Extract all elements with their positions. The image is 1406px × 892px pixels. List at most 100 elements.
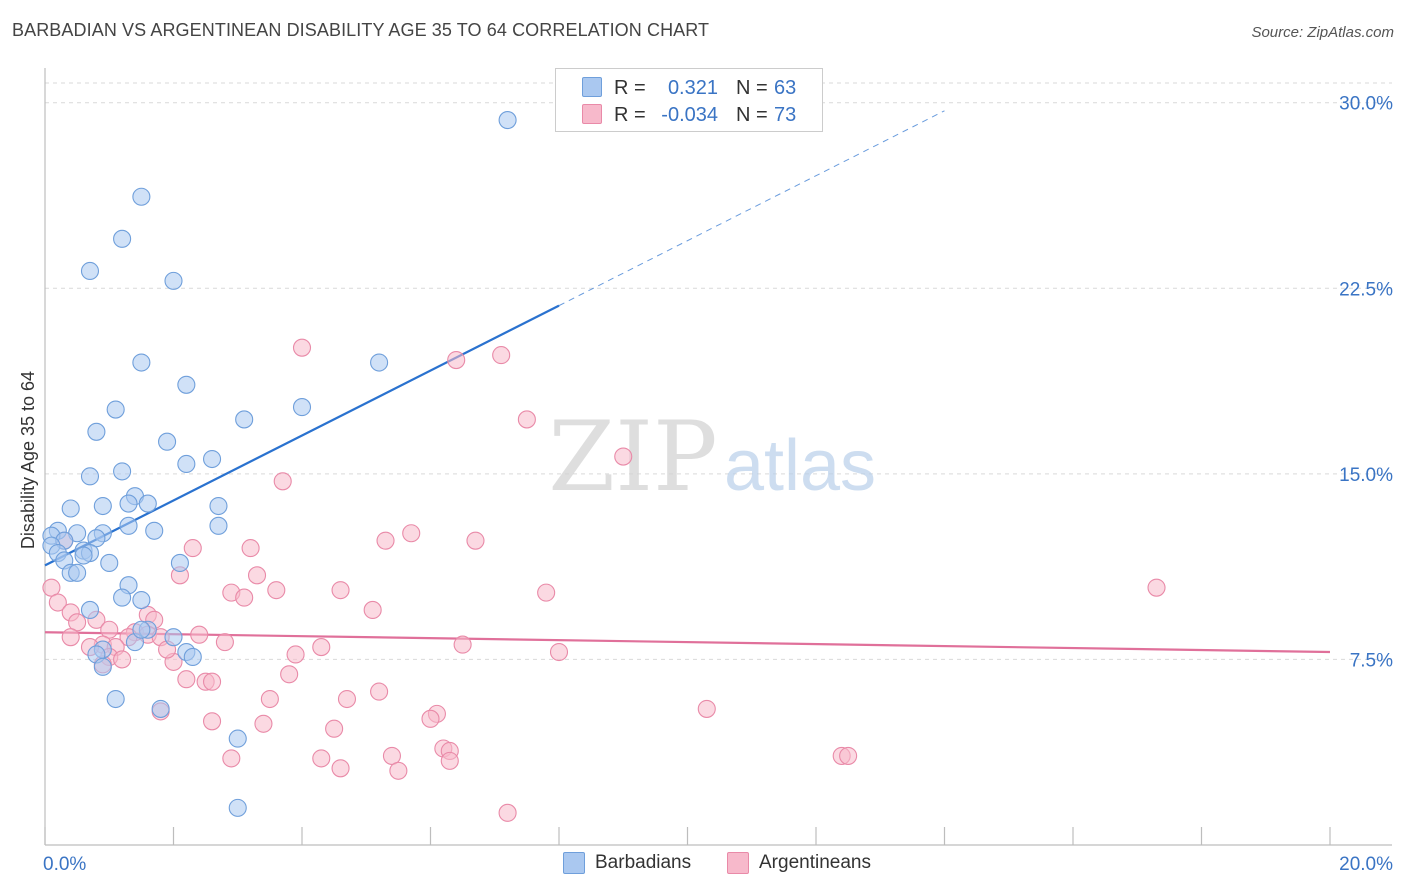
barbadian-point — [498, 111, 517, 130]
argentinean-point — [280, 665, 299, 684]
argentinean-point — [312, 638, 331, 657]
argentinean-point — [203, 672, 222, 691]
barbadian-point — [209, 516, 228, 535]
argentinean-point — [235, 588, 254, 607]
argentinean-point — [549, 642, 569, 662]
argentinean-point — [498, 803, 517, 822]
legend-row-barbadians: R = 0.321 N = 63 — [556, 73, 822, 101]
barbadian-point — [151, 699, 170, 718]
barbadian-point — [164, 628, 183, 647]
barbadian-point — [68, 563, 87, 582]
watermark-zip: ZIP — [548, 401, 717, 513]
legend-row-argentineans: R = -0.034 N = 73 — [556, 100, 822, 128]
watermark-atlas: atlas — [724, 426, 876, 506]
argentinean-point — [376, 531, 395, 550]
barbadian-point — [132, 353, 151, 372]
x-tick-label: 20.0% — [1339, 854, 1393, 875]
legend-r-label: R = — [614, 104, 646, 126]
bottom-legend-swatch-blue — [563, 852, 585, 874]
argentinean-point — [241, 539, 260, 558]
correlation-legend: R = 0.321 N = 63 R = -0.034 N = 73 — [555, 68, 823, 132]
barbadian-point — [80, 600, 100, 620]
barbadian-point — [203, 449, 222, 469]
barbadian-point — [80, 261, 100, 281]
barbadian-point — [80, 467, 100, 486]
argentinean-point — [466, 531, 485, 550]
gridlines — [45, 82, 1392, 660]
barbadian-point — [113, 229, 132, 248]
argentinean-point — [389, 761, 408, 780]
argentinean-point — [370, 682, 389, 701]
legend-n-value: 73 — [774, 104, 797, 126]
argentinean-point — [254, 714, 273, 733]
argentinean-point — [839, 746, 858, 765]
data-points — [42, 111, 1166, 822]
legend-n-label: N = — [736, 104, 768, 126]
barbadian-point — [74, 546, 93, 565]
argentinean-point — [222, 749, 241, 768]
bottom-legend-swatch-pink — [727, 852, 749, 874]
barbadian-point — [228, 729, 247, 748]
argentinean-point — [614, 447, 633, 466]
argentinean-point — [61, 628, 80, 647]
argentinean-point — [1147, 578, 1166, 597]
argentinean-point — [402, 524, 421, 543]
barbadian-point — [228, 798, 247, 817]
argentinean-point — [331, 581, 350, 600]
legend-r-label: R = — [614, 77, 646, 99]
barbadian-point — [132, 591, 151, 610]
argentinean-point — [440, 751, 459, 770]
y-axis-label: Disability Age 35 to 64 — [18, 371, 38, 549]
argentinean-point — [260, 689, 279, 709]
barbadian-point — [158, 432, 177, 451]
barbadian-point — [183, 647, 202, 667]
argentinean-point — [273, 472, 292, 491]
argentinean-point — [492, 346, 511, 365]
argentinean-point — [286, 645, 305, 664]
barbadian-point — [132, 620, 151, 639]
argentinean-point — [177, 670, 196, 689]
argentinean-point — [48, 593, 67, 612]
barbadian-point — [113, 462, 132, 481]
argentinean-point — [292, 338, 312, 357]
argentinean-point — [537, 583, 556, 602]
argentinean-point — [697, 699, 716, 718]
bottom-legend-label: Argentineans — [759, 852, 871, 873]
argentinean-point — [113, 650, 132, 669]
legend-r-value: 0.321 — [667, 77, 718, 99]
argentinean-point — [203, 712, 222, 731]
legend-n-label: N = — [736, 77, 768, 99]
legend-swatch-blue — [582, 77, 602, 97]
argentinean-point — [447, 351, 466, 370]
barbadian-point — [93, 496, 112, 516]
barbadian-point — [113, 588, 132, 607]
legend-n-value: 63 — [774, 77, 797, 99]
barbadian-point — [106, 689, 125, 709]
source-label: Source: ZipAtlas.com — [1251, 24, 1394, 41]
argentinean-trend-line — [44, 631, 1331, 654]
argentinean-point — [517, 410, 536, 429]
tick-labels: 7.5% 15.0% 22.5% 30.0% 0.0% 20.0% Disability A… — [18, 94, 1393, 875]
barbadian-point — [292, 398, 312, 417]
barbadian-point — [119, 494, 138, 513]
chart-title: BARBADIAN VS ARGENTINEAN DISABILITY AGE … — [12, 20, 710, 40]
argentinean-point — [421, 709, 440, 728]
argentinean-point — [190, 625, 209, 644]
bottom-legend-label: Barbadians — [595, 852, 692, 873]
argentinean-point — [183, 539, 202, 558]
y-tick-label: 30.0% — [1339, 94, 1393, 115]
barbadian-point — [100, 553, 119, 572]
barbadian-point — [177, 375, 196, 394]
argentinean-point — [363, 600, 382, 620]
y-tick-label: 22.5% — [1339, 279, 1393, 300]
barbadian-trend-extension — [558, 110, 945, 307]
axes — [44, 68, 1392, 846]
barbadian-point — [145, 521, 164, 540]
barbadian-point — [132, 187, 151, 206]
barbadian-point — [138, 494, 157, 513]
barbadian-point — [370, 353, 389, 372]
watermark: ZIP atlas — [548, 401, 876, 513]
barbadian-point — [177, 454, 196, 474]
x-tick-label: 0.0% — [43, 854, 86, 875]
